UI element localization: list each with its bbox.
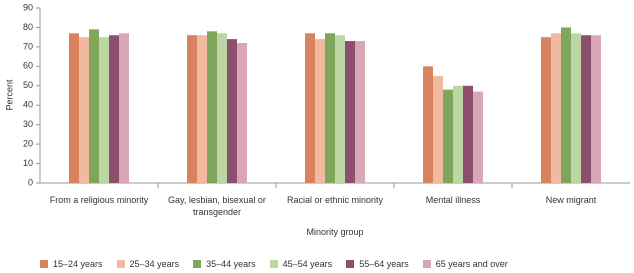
bar (99, 37, 109, 183)
x-axis-label: Minority group (306, 227, 364, 237)
bar (571, 33, 581, 184)
y-axis-label: Percent (4, 79, 14, 111)
bar (207, 31, 217, 184)
legend-swatch (422, 260, 431, 268)
y-tick-label: 20 (23, 138, 33, 148)
bar (79, 37, 89, 183)
bar (335, 35, 345, 183)
legend-swatch (269, 260, 278, 268)
bar (109, 35, 119, 183)
legend-swatch (40, 260, 48, 268)
legend-label: 15–24 years (53, 259, 103, 269)
bar (227, 39, 237, 183)
x-tick-label: Racial or ethnic minority (286, 195, 384, 205)
bar (433, 76, 443, 183)
bar (561, 27, 571, 184)
legend-swatch (193, 260, 202, 268)
bar (473, 91, 483, 183)
bar (187, 35, 197, 183)
legend-item: 35–44 years (193, 259, 256, 269)
y-tick-label: 60 (23, 61, 33, 71)
legend-swatch (346, 260, 355, 268)
x-tick-label: Gay, lesbian, bisexual or transgender (168, 195, 266, 217)
bar (443, 89, 453, 183)
legend-item: 45–54 years (269, 259, 333, 269)
y-tick-label: 70 (23, 41, 33, 51)
bar (217, 33, 227, 184)
legend-label: 45–54 years (282, 259, 333, 269)
bar (119, 33, 129, 184)
legend-item: 25–34 years (116, 259, 180, 269)
bar (581, 35, 591, 183)
y-tick-label: 90 (23, 2, 33, 12)
bar (315, 39, 325, 183)
legend-item: 55–64 years (346, 259, 409, 269)
bar (541, 37, 551, 183)
legend: 15–24 years 25–34 years 35–44 years 45–54 y… (40, 259, 508, 269)
y-tick-label: 50 (23, 80, 33, 90)
x-tick-label: Mental illness (425, 195, 481, 205)
bar (325, 33, 335, 184)
y-tick-label: 0 (28, 177, 33, 187)
bar (423, 66, 433, 183)
bar (69, 33, 79, 184)
x-tick-label: New migrant (545, 195, 597, 205)
x-tick-label: From a religious minority (49, 195, 149, 205)
bar (345, 41, 355, 183)
legend-label: 25–34 years (129, 259, 180, 269)
bar (305, 33, 315, 184)
bar (591, 35, 601, 183)
y-tick-label: 80 (23, 22, 33, 32)
bar (551, 33, 561, 184)
bar (355, 41, 365, 183)
bar (463, 85, 473, 183)
legend-label: 55–64 years (359, 259, 409, 269)
legend-item: 15–24 years (40, 259, 103, 269)
legend-swatch (116, 260, 125, 268)
y-tick-label: 10 (23, 158, 33, 168)
bar (237, 43, 247, 183)
legend-label: 65 years and over (435, 259, 508, 269)
bar (89, 29, 99, 184)
y-tick-label: 40 (23, 100, 33, 110)
bar (197, 35, 207, 183)
legend-item: 65 years and over (422, 259, 508, 269)
bar (453, 85, 463, 183)
legend-label: 35–44 years (206, 259, 256, 269)
y-tick-label: 30 (23, 119, 33, 129)
